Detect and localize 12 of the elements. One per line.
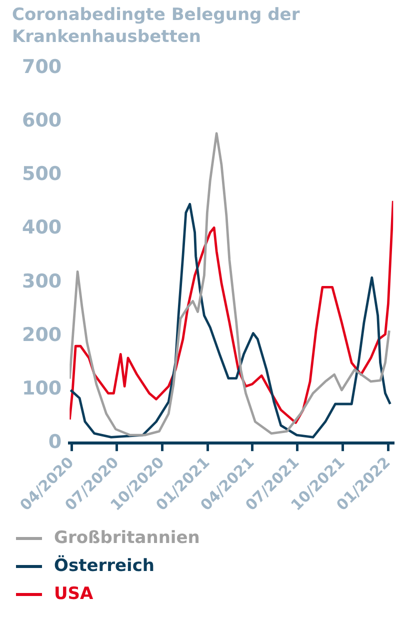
y-tick-label: 200 [22, 324, 62, 346]
y-tick-label: 0 [48, 431, 62, 454]
legend-label: Österreich [54, 556, 155, 576]
legend-label: Großbritannien [54, 528, 200, 548]
y-tick-label: 600 [22, 110, 62, 132]
legend-label: USA [54, 584, 94, 604]
y-tick-label: 400 [22, 216, 62, 239]
y-tick-label: 500 [22, 163, 62, 186]
y-tick-label: 100 [22, 377, 62, 400]
y-tick-label: 300 [22, 270, 62, 292]
chart-title: Coronabedingte Belegung der Krankenhausbetten [11, 4, 301, 48]
y-tick-label: 700 [22, 56, 62, 78]
